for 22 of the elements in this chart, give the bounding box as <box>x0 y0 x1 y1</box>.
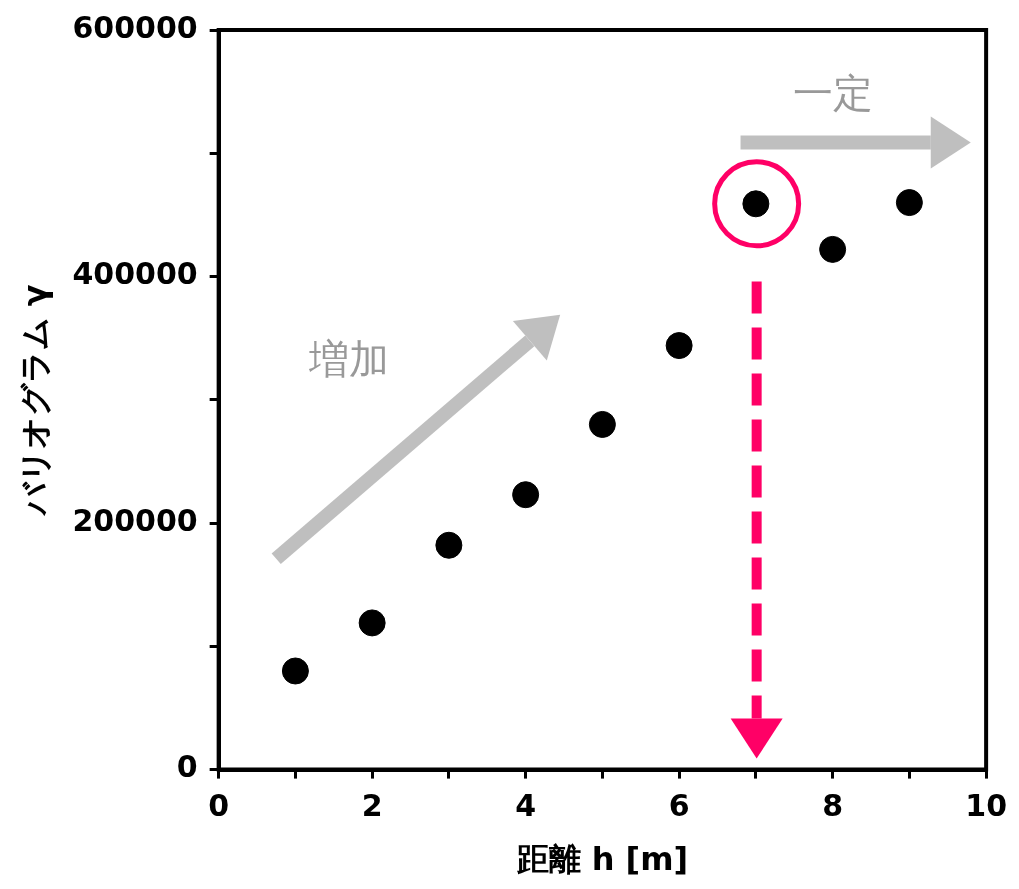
x-tick-label: 6 <box>668 788 690 824</box>
y-tick-label: 600000 <box>72 9 198 45</box>
x-tick-label: 10 <box>965 788 1007 824</box>
point <box>665 332 693 360</box>
point <box>512 481 540 509</box>
point <box>819 235 847 263</box>
point <box>588 410 616 438</box>
x-tick-label: 2 <box>361 788 383 824</box>
y-tick-label: 0 <box>176 749 198 785</box>
x-axis-title: 距離 h [m] <box>515 840 689 879</box>
point <box>358 609 386 637</box>
point <box>895 189 923 217</box>
y-tick-label: 200000 <box>72 502 198 538</box>
x-tick-label: 8 <box>822 788 844 824</box>
y-axis-title: バリオグラム γ <box>15 284 54 518</box>
annotation: 一定 <box>792 69 873 116</box>
x-tick-label: 0 <box>208 788 230 824</box>
y-tick-label: 400000 <box>72 256 198 292</box>
point <box>281 657 309 685</box>
x-tick-label: 4 <box>515 788 537 824</box>
point <box>435 531 463 559</box>
annotation: 増加 <box>308 336 390 383</box>
